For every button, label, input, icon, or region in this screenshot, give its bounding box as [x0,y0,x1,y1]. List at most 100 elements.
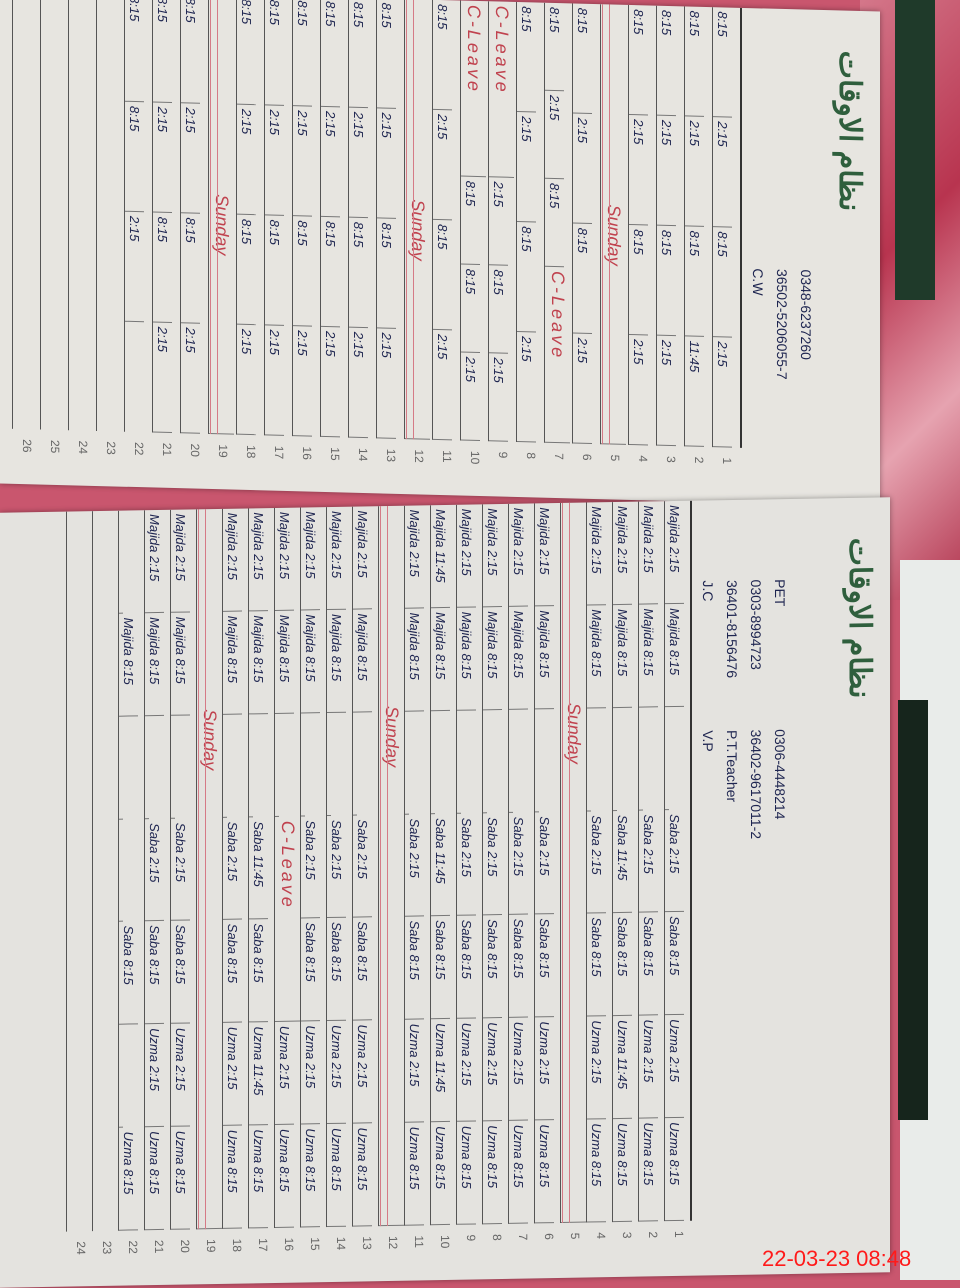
attendance-cell: 8:15 [685,6,704,117]
header-field: 0306-4448214 [772,729,788,820]
attendance-cell: 2:15 [293,106,312,217]
row-number: 11 [440,450,454,463]
attendance-cell: 8:15 [125,101,144,213]
row-number: 3 [620,1231,634,1239]
attendance-cell: 2:15 [377,328,396,439]
attendance-cell: Uzma 8:15 [639,1118,658,1222]
attendance-cell: Majida 8:15 [535,605,554,710]
attendance-cell: Uzma 8:15 [405,1122,424,1226]
register-row: 8:15 2:15 8:15 2:15 [432,0,460,441]
row-number: 17 [256,1238,270,1252]
attendance-cell: Uzma 8:15 [457,1121,476,1225]
attendance-cell: Saba 8:15 [119,921,138,1025]
register-row: Majida 2:15 Majida 8:15 Saba 11:45 Saba 8:1… [248,507,274,1229]
attendance-cell: Uzma 2:15 [405,1019,424,1123]
attendance-cell: Saba 2:15 [327,815,346,919]
attendance-cell: Majida 2:15 [171,509,190,613]
register-row: 8:15 8:15 2:15 [124,0,152,433]
attendance-cell: Uzma 2:15 [483,1018,502,1122]
attendance-cell: 8:15 [433,219,452,331]
attendance-cell: 8:15 [349,217,368,329]
attendance-cell: 8:15 [545,2,564,92]
row-number: 19 [204,1238,218,1253]
row-number: 10 [468,450,482,465]
attendance-cell: 8:15 [265,215,284,326]
attendance-cell: Majida 8:15 [327,609,346,713]
register-row: C-Leave 8:15 8:15 2:15 [460,0,488,442]
attendance-cell: Uzma 11:45 [431,1019,450,1123]
attendance-cell: 2:15 [629,334,648,446]
row-number: 9 [464,1234,478,1242]
register-row: C-Leave 2:15 8:15 2:15 [488,1,516,442]
attendance-cell [327,712,331,816]
attendance-cell: 8:15 [657,5,676,117]
row-number: 24 [74,1241,88,1255]
attendance-cell: Uzma 8:15 [301,1124,320,1228]
attendance-cell: 8:15 [517,222,536,333]
row-number: 21 [160,442,174,457]
attendance-cell: Majida 8:15 [275,610,294,714]
row-number: 15 [328,447,342,461]
attendance-cell: Uzma 11:45 [249,1022,268,1126]
attendance-cell: Uzma 2:15 [171,1023,190,1127]
attendance-cell: Majida 8:15 [171,612,190,716]
row-number: 17 [272,445,286,460]
attendance-cell: Majida 8:15 [483,606,502,711]
attendance-cell: 2:15 [237,324,256,436]
attendance-cell: Majida 2:15 [301,507,320,611]
row-number: 15 [308,1237,322,1251]
bottom-register-page: نظام الاوقات J.C 36401-8156476 0303-8994723… [0,497,890,1288]
attendance-cell: Uzma 2:15 [509,1017,528,1121]
register-row: Majida 2:15 Majida 8:15 Saba 2:15 Saba 8:15… [482,503,508,1225]
attendance-cell: 2:15 [349,107,368,219]
register-row: 8:15 2:15 8:15 2:15 [292,0,320,437]
attendance-cell: 8:15 [377,0,396,109]
attendance-cell: Saba 2:15 [639,809,658,913]
attendance-cell: Uzma 8:15 [483,1121,502,1225]
attendance-cell: Majida 8:15 [353,609,372,713]
attendance-cell: 2:15 [265,325,284,436]
attendance-cell: Uzma 2:15 [535,1017,554,1121]
attendance-cell: 8:15 [489,265,508,354]
attendance-cell: 2:15 [713,337,732,448]
attendance-cell: 8:15 [377,218,396,329]
attendance-cell: 8:15 [125,0,144,103]
attendance-cell: Majida 8:15 [301,610,320,714]
attendance-cell: Majida 2:15 [535,503,554,607]
attendance-cell: Majida 2:15 [145,509,164,614]
register-row: 8:15 2:15 8:15 2:15 [320,0,348,438]
attendance-cell: 8:15 [181,213,200,324]
attendance-cell: Saba 2:15 [535,811,554,915]
attendance-cell: Saba 11:45 [431,813,450,917]
row-number: 26 [20,439,34,453]
register-row [66,511,92,1232]
attendance-cell: Uzma 8:15 [535,1120,554,1224]
attendance-cell: Majida 8:15 [431,607,450,711]
attendance-cell: Saba 11:45 [249,816,268,920]
attendance-cell: Majida 2:15 [223,508,242,612]
attendance-cell: 8:15 [461,176,480,266]
row-number: 5 [608,454,622,462]
attendance-cell: 2:15 [545,90,564,180]
attendance-cell [171,715,175,819]
attendance-cell: 2:15 [349,327,368,439]
register-row [68,0,96,431]
attendance-cell: 2:15 [433,109,452,221]
attendance-cell: Majida 8:15 [457,607,476,711]
leave-marker: C-Leave [461,0,486,178]
attendance-cell: 2:15 [657,115,676,227]
register-row: Majida 2:15 Majida 8:15 Saba 2:15 Saba 8:15… [352,506,378,1227]
header-field: 0348-6237260 [798,269,814,361]
attendance-cell: Uzma 2:15 [223,1022,242,1126]
attendance-cell: Majida 8:15 [587,605,606,709]
attendance-cell: Saba 8:15 [483,915,502,1019]
header-field: 0303-8994723 [748,579,764,671]
attendance-cell: Saba 8:15 [327,918,346,1022]
photo-timestamp: 22-03-23 08:48 [762,1246,912,1271]
register-header: نظام الاوقات J.C 36401-8156476 0303-8994723… [690,497,890,1221]
attendance-cell: 8:15 [153,0,172,103]
attendance-cell: 2:15 [377,108,396,219]
attendance-cell [301,713,305,817]
attendance-cell [119,716,123,820]
attendance-cell: 2:15 [517,332,536,443]
